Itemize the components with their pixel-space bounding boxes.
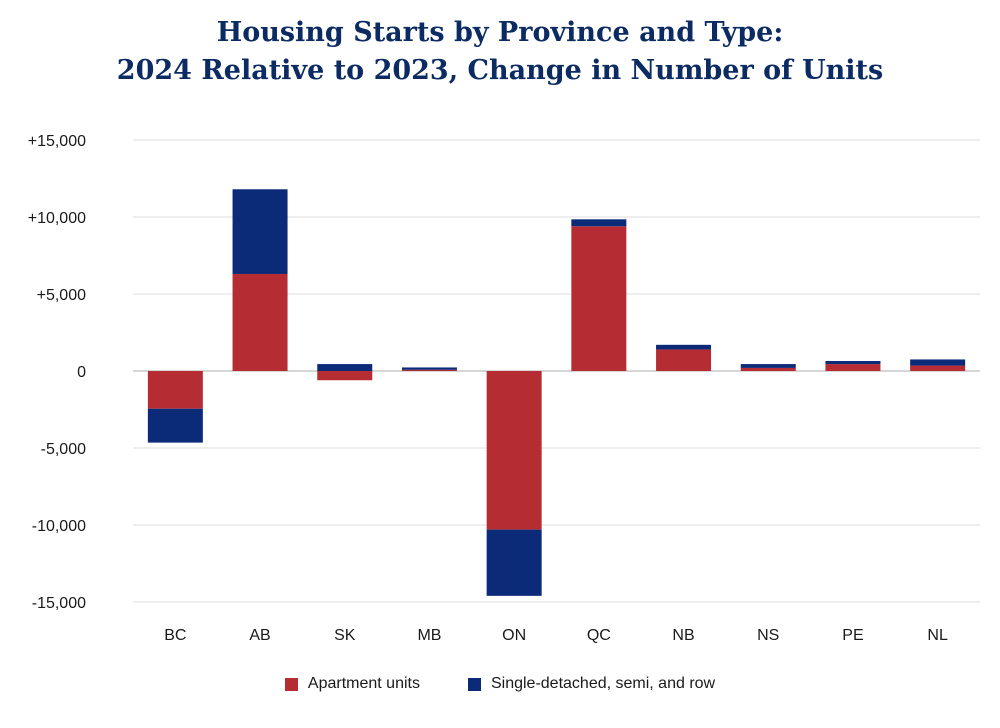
- chart-title-line-1: Housing Starts by Province and Type:: [216, 17, 784, 48]
- x-tick-label-nl: NL: [927, 627, 948, 644]
- bar-apartment-ns: [740, 367, 796, 371]
- x-tick-label-mb: MB: [417, 627, 441, 644]
- x-tick-label-bc: BC: [164, 627, 186, 644]
- bar-apartment-sk: [317, 371, 373, 381]
- legend-item-single-detached: Single-detached, semi, and row: [467, 675, 716, 693]
- bar-single-detached-on: [486, 529, 542, 596]
- y-tick-label: -15,000: [32, 595, 86, 612]
- bars: [147, 189, 966, 596]
- bar-single-detached-ns: [740, 364, 796, 368]
- chart-title-line-2: 2024 Relative to 2023, Change in Number …: [116, 55, 884, 86]
- bar-single-detached-pe: [825, 360, 881, 365]
- y-tick-label: -5,000: [41, 441, 86, 458]
- legend-item-apartment: Apartment units: [284, 675, 420, 693]
- y-tick-label: -10,000: [32, 518, 86, 535]
- bar-apartment-mb: [401, 369, 457, 371]
- bar-apartment-qc: [571, 226, 627, 371]
- bar-apartment-ab: [232, 273, 288, 371]
- y-tick-label: +5,000: [37, 287, 86, 304]
- bar-apartment-on: [486, 371, 542, 530]
- bar-apartment-nb: [656, 349, 712, 371]
- bar-single-detached-mb: [401, 367, 457, 370]
- y-tick-label: 0: [77, 364, 86, 381]
- y-axis-tick-labels: +15,000 +10,000 +5,000 0 -5,000 -10,000 -15,00…: [28, 133, 86, 612]
- x-tick-label-nb: NB: [672, 627, 694, 644]
- x-tick-label-sk: SK: [334, 627, 356, 644]
- x-tick-label-ab: AB: [249, 627, 270, 644]
- x-tick-label-qc: QC: [587, 627, 611, 644]
- legend-swatch-apartment: [284, 677, 298, 691]
- bar-apartment-pe: [825, 364, 881, 371]
- legend-label-apartment: Apartment units: [307, 675, 420, 692]
- bar-single-detached-qc: [571, 219, 627, 227]
- x-tick-label-pe: PE: [842, 627, 863, 644]
- x-axis-tick-labels: BC AB SK MB ON QC NB NS PE NL: [164, 627, 948, 644]
- x-tick-label-on: ON: [502, 627, 526, 644]
- chart-title: Housing Starts by Province and Type: 202…: [0, 14, 1000, 90]
- x-tick-label-ns: NS: [757, 627, 779, 644]
- y-tick-label: +10,000: [28, 210, 86, 227]
- legend-label-single-detached: Single-detached, semi, and row: [490, 675, 716, 692]
- bar-single-detached-sk: [317, 364, 373, 371]
- bar-single-detached-bc: [147, 408, 203, 443]
- bar-single-detached-ab: [232, 189, 288, 274]
- legend-swatch-single-detached: [467, 677, 481, 691]
- bar-single-detached-nl: [910, 359, 966, 366]
- bar-apartment-nl: [910, 365, 966, 371]
- legend: Apartment units Single-detached, semi, a…: [0, 675, 1000, 693]
- bar-single-detached-nb: [656, 344, 712, 350]
- y-tick-label: +15,000: [28, 133, 86, 150]
- bar-apartment-bc: [147, 371, 203, 409]
